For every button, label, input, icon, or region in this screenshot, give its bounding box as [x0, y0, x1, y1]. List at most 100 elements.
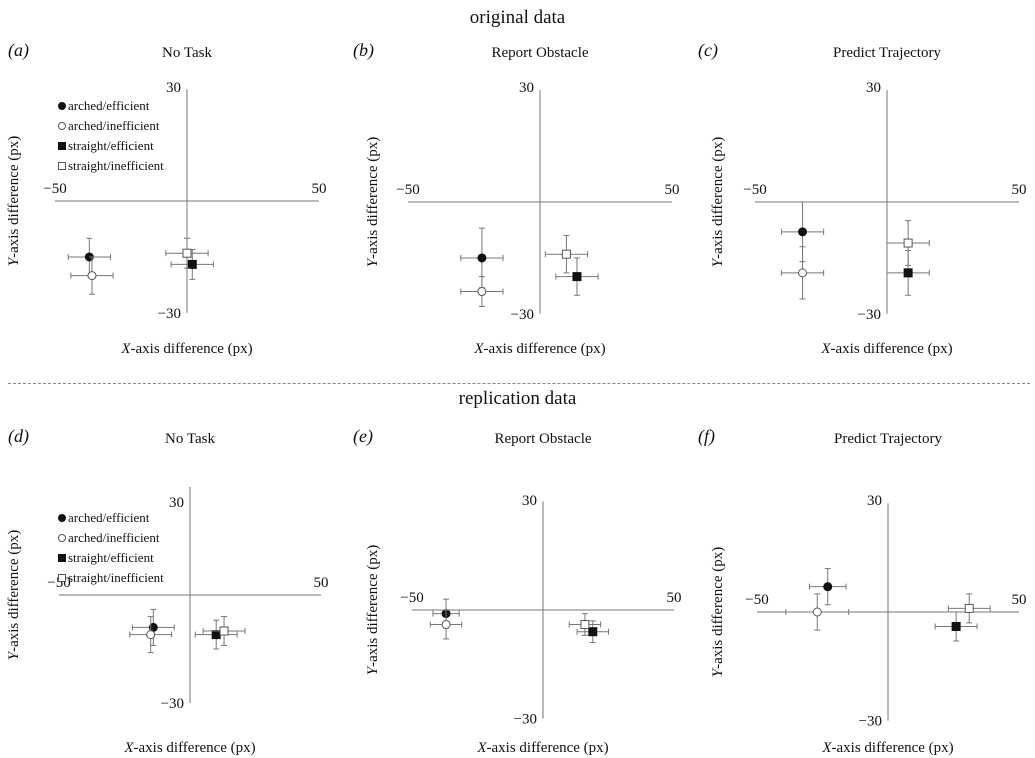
marker-square-open — [964, 603, 974, 613]
marker-circle-open — [798, 268, 808, 278]
chart-panel-c: (c) Predict Trajectory 30 −30 −50 50 X-axis di… — [698, 40, 1027, 357]
chart-panel-a: (a) No Task 30 −30 −50 50 X-axis difference (p… — [6, 40, 327, 357]
data-point-circle-filled — [460, 227, 504, 289]
data-point-square-filled — [934, 611, 978, 642]
data-point-square-open — [568, 613, 602, 636]
legend-label: arched/inefficient — [68, 530, 160, 545]
y-tick-min: −30 — [859, 714, 882, 730]
legend-marker-circle-filled — [58, 514, 66, 522]
x-axis-label: X-axis difference (px) — [473, 341, 605, 357]
y-axis-label: Y-axis difference (px) — [365, 545, 381, 676]
x-tick-max: 50 — [314, 575, 329, 591]
panel-letter: (f) — [698, 426, 715, 447]
panel-title: Report Obstacle — [491, 45, 588, 61]
data-point-circle-open — [70, 256, 114, 295]
legend-label: straight/efficient — [68, 138, 154, 153]
x-tick-min: −50 — [400, 590, 423, 606]
data-point-square-filled — [170, 248, 214, 280]
marker-square-filled — [211, 630, 221, 640]
y-tick-min: −30 — [511, 307, 534, 323]
legend: arched/efficient arched/inefficient straig… — [58, 510, 164, 585]
legend-label: arched/inefficient — [68, 118, 160, 133]
legend-label: arched/efficient — [68, 510, 150, 525]
y-axis-label: Y-axis difference (px) — [710, 137, 726, 268]
data-point-circle-filled — [131, 608, 175, 646]
marker-circle-open — [812, 607, 822, 617]
panel-title: No Task — [165, 431, 215, 447]
y-tick-max: 30 — [867, 493, 882, 509]
y-axis-label: Y-axis difference (px) — [6, 530, 22, 661]
legend-marker-square-open — [58, 574, 66, 582]
chart-panel-e: (e) Report Obstacle 30 −30 −50 50 X-axis diffe… — [353, 426, 682, 756]
x-axis-label: X-axis difference (px) — [476, 740, 608, 756]
y-tick-min: −30 — [158, 306, 181, 322]
section-title-original: original data — [469, 7, 566, 28]
x-tick-min: −50 — [396, 182, 419, 198]
x-tick-max: 50 — [1012, 592, 1027, 608]
y-tick-min: −30 — [514, 712, 537, 728]
y-tick-max: 30 — [866, 80, 881, 96]
panel-letter: (c) — [698, 40, 718, 61]
x-tick-max: 50 — [312, 181, 327, 197]
data-point-circle-open — [429, 609, 463, 640]
marker-square-open — [561, 249, 571, 259]
panel-title: Predict Trajectory — [834, 431, 942, 447]
data-point-square-open — [947, 593, 991, 624]
panel-letter: (b) — [353, 40, 374, 61]
marker-square-filled — [187, 259, 197, 269]
section-divider — [8, 383, 1030, 384]
data-point-square-open — [544, 235, 589, 274]
x-tick-min: −50 — [743, 182, 766, 198]
marker-circle-open — [87, 271, 97, 281]
x-axis-label: X-axis difference (px) — [123, 740, 255, 756]
y-tick-max: 30 — [522, 493, 537, 509]
legend-marker-circle-filled — [58, 102, 66, 110]
chart-panel-f: (f) Predict Trajectory 30 −30 −50 50 X-axis di… — [698, 426, 1027, 756]
panel-letter: (e) — [353, 426, 373, 447]
marker-circle-open — [477, 287, 487, 297]
panel-title: No Task — [162, 45, 212, 61]
legend-label: straight/inefficient — [68, 570, 164, 585]
chart-panel-b: (b) Report Obstacle 30 −30 −50 50 X-axis diffe… — [353, 40, 680, 357]
panel-letter: (d) — [8, 426, 29, 447]
x-tick-min: −50 — [43, 181, 66, 197]
data-point-square-open — [886, 220, 930, 266]
data-point-circle-filled — [808, 568, 847, 606]
legend-marker-square-filled — [58, 554, 66, 562]
legend: arched/efficient arched/inefficient straig… — [58, 98, 164, 173]
y-tick-max: 30 — [166, 80, 181, 96]
legend-label: straight/efficient — [68, 550, 154, 565]
legend-label: straight/inefficient — [68, 158, 164, 173]
x-axis-label: X-axis difference (px) — [820, 341, 952, 357]
x-tick-max: 50 — [667, 590, 682, 606]
panel-title: Report Obstacle — [494, 431, 591, 447]
marker-circle-open — [146, 630, 156, 640]
y-tick-max: 30 — [169, 495, 184, 511]
data-point-square-filled — [555, 257, 599, 296]
legend-marker-circle-open — [58, 534, 66, 542]
marker-square-filled — [903, 268, 913, 278]
marker-circle-filled — [798, 227, 808, 237]
x-tick-max: 50 — [665, 182, 680, 198]
x-tick-max: 50 — [1012, 182, 1027, 198]
marker-square-open — [182, 248, 192, 258]
y-axis-label: Y-axis difference (px) — [365, 137, 381, 268]
panel-letter: (a) — [8, 40, 29, 61]
x-axis-label: X-axis difference (px) — [120, 341, 252, 357]
x-tick-min: −50 — [745, 592, 768, 608]
marker-square-open — [580, 619, 590, 629]
y-axis-label: Y-axis difference (px) — [6, 136, 22, 267]
panel-title: Predict Trajectory — [833, 45, 941, 61]
marker-circle-filled — [823, 582, 833, 592]
marker-square-filled — [588, 627, 598, 637]
marker-circle-filled — [477, 253, 487, 263]
legend-marker-square-filled — [58, 142, 66, 150]
marker-circle-open — [441, 619, 451, 629]
data-point-circle-open — [780, 246, 825, 300]
data-point-square-open — [202, 616, 246, 646]
y-tick-min: −30 — [858, 307, 881, 323]
legend-marker-circle-open — [58, 122, 66, 130]
x-axis-label: X-axis difference (px) — [821, 740, 953, 756]
section-title-replication: replication data — [458, 388, 577, 409]
